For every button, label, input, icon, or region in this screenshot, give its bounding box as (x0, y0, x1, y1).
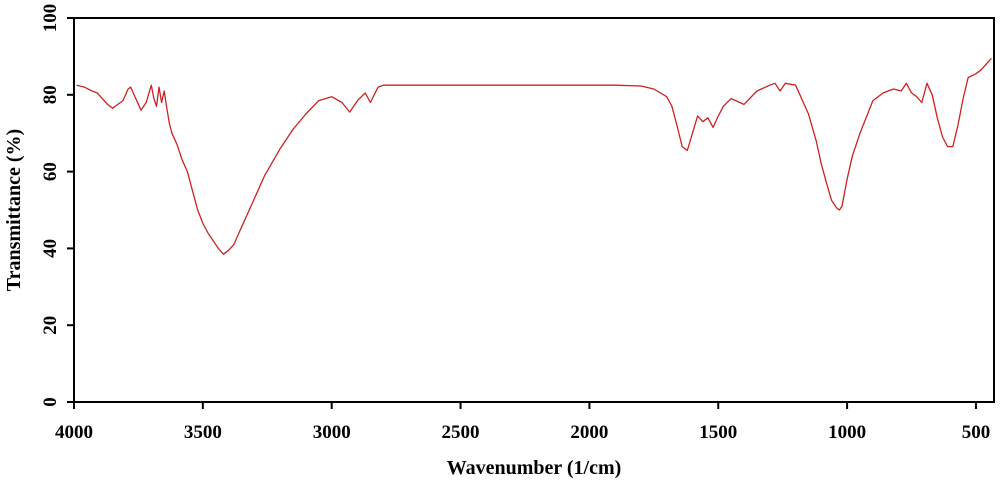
axis-ticks (67, 17, 977, 409)
transmittance-series-line (76, 57, 992, 255)
x-tick-label: 1500 (699, 422, 737, 443)
x-tick-label: 3000 (313, 422, 351, 443)
series-layer (76, 57, 992, 255)
y-tick-label: 100 (40, 4, 61, 33)
y-tick-label: 20 (40, 316, 61, 335)
x-tick-label: 4000 (55, 422, 93, 443)
x-tick-label: 500 (962, 422, 991, 443)
x-tick-label: 2000 (570, 422, 608, 443)
x-axis-title: Wavenumber (1/cm) (447, 457, 622, 479)
x-tick-label: 1000 (828, 422, 866, 443)
y-tick-label: 40 (40, 239, 61, 258)
x-tick-label: 3500 (184, 422, 222, 443)
x-tick-label: 2500 (442, 422, 480, 443)
plot-area-frame (73, 17, 995, 403)
y-tick-label: 80 (40, 85, 61, 104)
y-tick-label: 0 (40, 397, 61, 407)
y-axis-title: Transmittance (%) (3, 129, 25, 291)
tick-labels: 4000 3500 3000 2500 2000 1500 1000 500 0 20 40 60 80… (40, 4, 990, 443)
y-tick-label: 60 (40, 162, 61, 181)
